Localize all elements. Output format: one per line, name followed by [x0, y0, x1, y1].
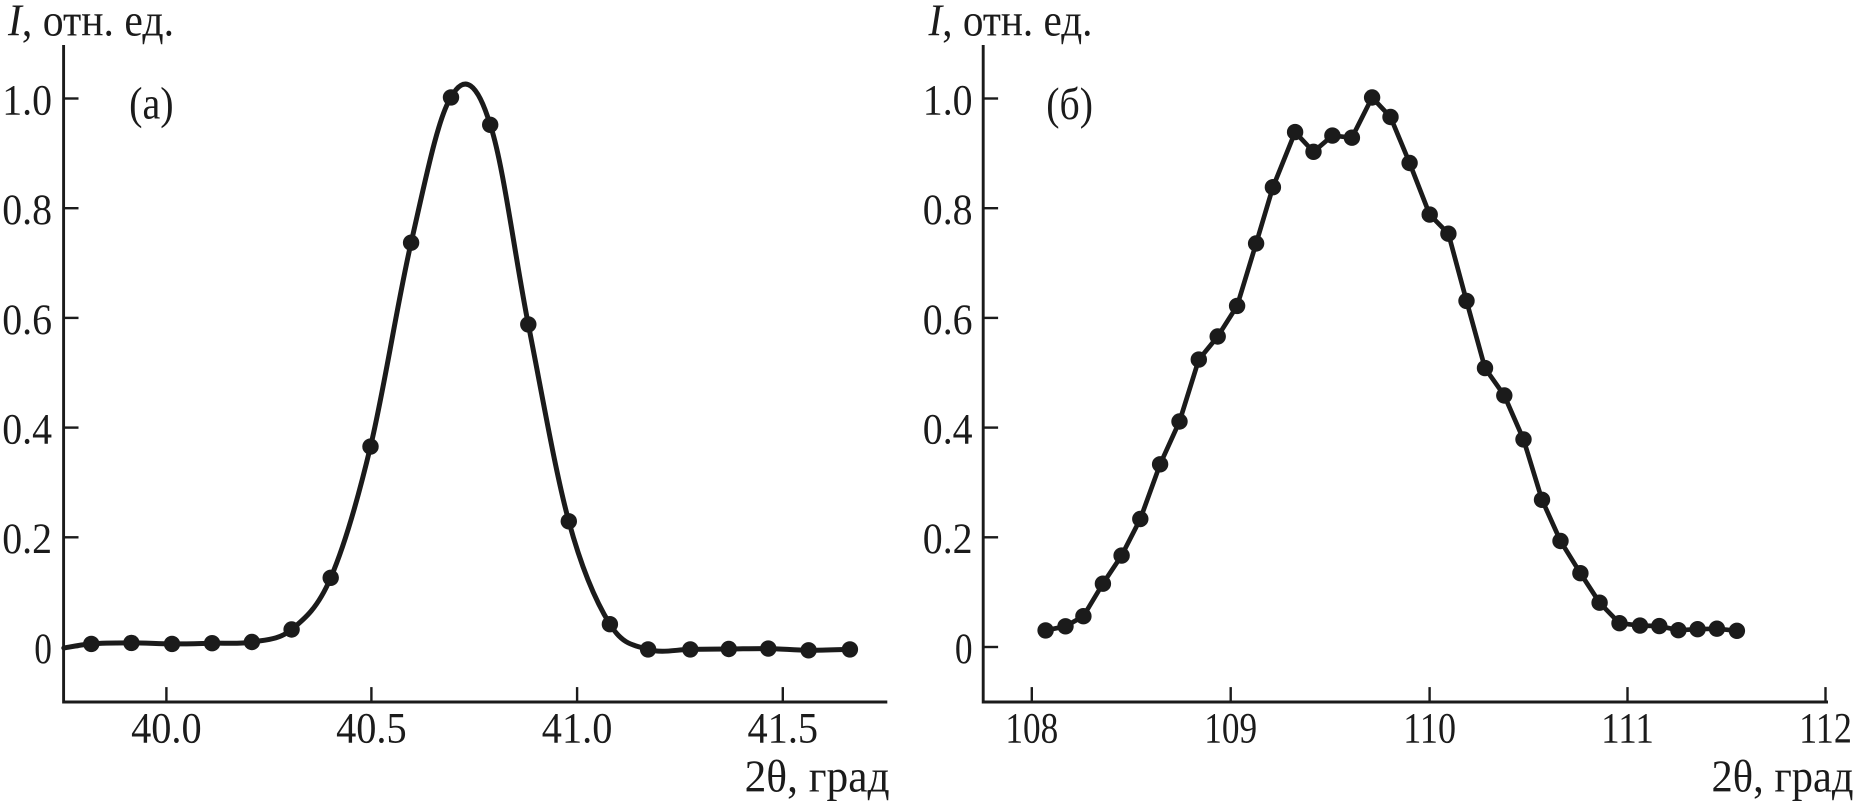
svg-text:0.6: 0.6 — [923, 297, 973, 344]
svg-text:0.2: 0.2 — [923, 516, 973, 563]
svg-text:0: 0 — [34, 626, 52, 673]
svg-text:41.5: 41.5 — [748, 705, 819, 752]
svg-text:40.5: 40.5 — [336, 705, 407, 752]
svg-text:2θ, град: 2θ, град — [745, 752, 890, 802]
svg-text:108: 108 — [1005, 705, 1058, 752]
svg-text:0.8: 0.8 — [2, 187, 52, 234]
svg-text:0.6: 0.6 — [2, 297, 52, 344]
svg-text:40.0: 40.0 — [131, 705, 202, 752]
svg-text:0: 0 — [955, 626, 973, 673]
svg-text:(а): (а) — [129, 79, 174, 129]
svg-text:112: 112 — [1799, 705, 1852, 752]
svg-text:0.4: 0.4 — [923, 407, 973, 454]
svg-text:111: 111 — [1601, 705, 1654, 752]
svg-text:2θ, град: 2θ, град — [1712, 751, 1853, 801]
svg-text:I, отн. ед.: I, отн. ед. — [928, 0, 1093, 46]
svg-text:0.2: 0.2 — [2, 516, 52, 563]
svg-text:41.0: 41.0 — [542, 705, 613, 752]
svg-text:110: 110 — [1403, 705, 1456, 752]
svg-text:1.0: 1.0 — [2, 77, 52, 124]
svg-text:1.0: 1.0 — [923, 77, 973, 124]
svg-text:0.4: 0.4 — [2, 407, 52, 454]
svg-text:109: 109 — [1204, 705, 1257, 752]
svg-text:0.8: 0.8 — [923, 187, 973, 234]
svg-text:I, отн. ед.: I, отн. ед. — [7, 0, 174, 46]
svg-text:(б): (б) — [1046, 79, 1093, 129]
